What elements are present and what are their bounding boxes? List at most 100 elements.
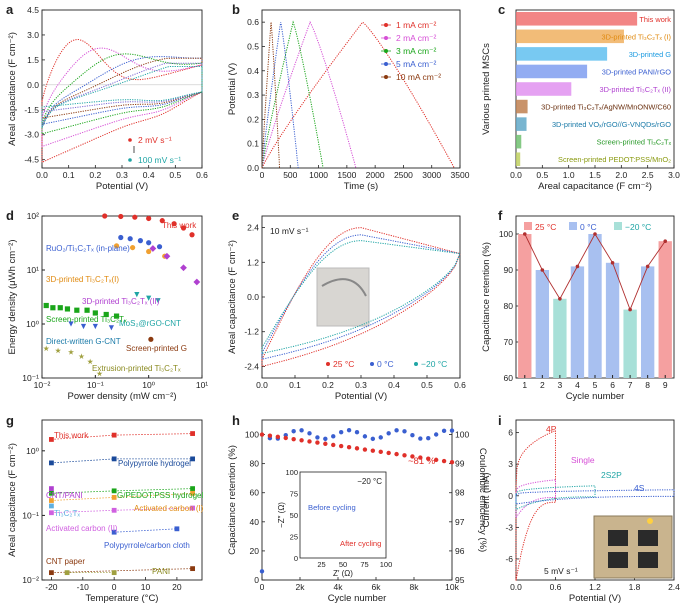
0-xtick-label: 0.6 [196,170,208,180]
y2-axis-label: Coulombic efficiency (%) [477,448,488,552]
panel-a-frame [41,9,203,169]
series-label: G/PEDOT:PSS hydrogel [117,491,203,500]
efficiency-point [370,436,376,442]
x-axis-label: Potential (V) [569,593,621,604]
efficiency-point [441,428,447,434]
7-xtick-label: 8k [410,582,420,592]
8-ytick-label: -3 [505,522,513,532]
retention-point [610,261,615,265]
ragone-point [146,215,152,222]
legend-label: 25 °C [535,222,556,232]
efficiency-point [299,428,304,433]
legend-marker [326,362,330,366]
y-axis-label: Areal capacitance (F cm⁻²) [227,240,238,354]
bar-label: Screen-printed PEDOT:PSS/MnO₂ [558,155,671,164]
ragone-point [68,321,74,327]
inset-xlabel: Z′ (Ω) [333,569,353,578]
series-line [51,458,193,464]
7-xtick-label: 4k [334,582,344,592]
series-point [49,498,54,503]
series-point [190,431,195,436]
panel-letter: c [498,2,505,17]
8-xtick-label: 0.0 [510,582,522,592]
1-ytick-label: 0.0 [247,163,259,173]
cv-curves [41,38,203,164]
1-xtick-label: 2000 [366,170,385,180]
efficiency-point [323,436,328,442]
ragone-point [50,305,56,311]
4-xtick-label: 0.0 [256,380,268,390]
ragone-point [87,358,94,365]
5-ytick-label: 70 [504,337,514,347]
device-photo [316,267,370,327]
efficiency-point [362,434,368,439]
2-xtick-label: 1.0 [563,170,575,180]
panel-letter: g [6,413,14,428]
efficiency-point [346,427,352,433]
1-xtick-label: 500 [283,170,297,180]
6-xtick-label: 0 [112,582,117,592]
bar-label: 3D-printed Ti₃C₂Tₓ (II) [599,85,671,94]
inset-ytick-label: 100 [285,468,298,477]
f-xtick-label: 2 [540,380,545,390]
ragone-point [130,244,136,251]
cv-series [41,56,203,127]
ragone-point [103,311,109,318]
x-axis-label: Power density (mW cm⁻²) [68,391,177,402]
device-photo-detail [321,278,367,297]
retention-point [441,458,447,464]
efficiency-point [402,429,407,434]
retention-point [299,438,304,443]
legend-swatch [524,222,532,230]
0-ytick-label: -3.0 [24,130,39,140]
d-xtick-label: 10⁻¹ [87,380,104,390]
retention-point [346,445,352,450]
7-xtick-label: 10k [445,582,459,592]
inset-ytick-label: 25 [290,533,298,542]
cv-series [41,57,203,128]
4-ytick-label: 1.2 [247,257,259,267]
device-photo-detail [638,530,658,546]
inset-after-label: After cycling [340,539,381,548]
d-ytick-label: 10² [27,211,39,221]
retention-point [449,459,455,465]
1-ytick-label: 0.1 [247,139,259,149]
0-ytick-label: -4.5 [24,155,39,165]
ragone-point [127,236,133,242]
inset-ytick-label: 0 [294,554,298,563]
series-label: Screen-printed Ti₃C₂Tₓ [46,315,127,324]
series-point [49,510,54,516]
ragone-point [64,306,71,312]
series-point [111,456,117,462]
ragone-point [113,313,120,319]
2-xtick-label: 1.5 [589,170,601,180]
series-point [190,490,195,496]
4-xtick-label: 0.2 [322,380,334,390]
0-xtick-label: 0.1 [63,170,75,180]
7-ytick-label: 96 [455,546,465,556]
legend-label: 2 mV s⁻¹ [138,135,172,145]
4-ytick-label: -2.4 [244,361,259,371]
7-ytick-label: 100 [455,430,469,440]
1-xtick-label: 0 [260,170,265,180]
ragone-point [78,353,85,360]
8-ytick-label: -6 [505,554,513,564]
2-xtick-label: 0.5 [536,170,548,180]
ragone-point [118,213,124,220]
panel-letter: a [6,2,14,17]
inset-xtick-label: 100 [380,560,393,569]
efficiency-point [418,436,423,441]
cv-series [261,240,461,355]
4-ytick-label: 0.0 [247,292,259,302]
bar-label: 3D-printed G [629,50,672,59]
points [49,431,195,576]
y-axis-label: Current (mA) [481,473,492,528]
panel-letter: b [232,2,240,17]
series-point [190,566,195,572]
series-line [51,568,193,573]
legend-marker [128,158,132,162]
7-ytick-label: 98 [455,488,465,498]
retention-point [323,441,328,446]
8-ytick-label: 0 [508,491,513,501]
retention-point [354,446,360,451]
